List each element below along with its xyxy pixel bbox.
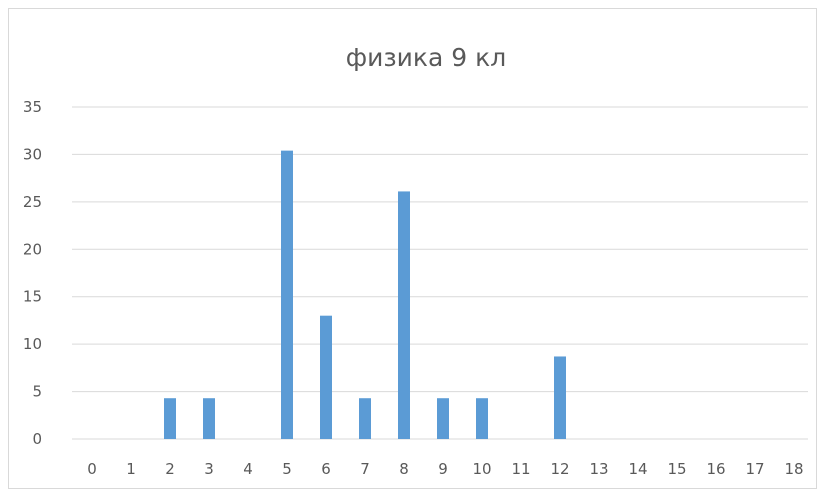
bar (476, 398, 488, 439)
x-tick-label: 11 (511, 460, 530, 478)
x-tick-label: 8 (399, 460, 409, 478)
y-tick-label: 25 (23, 193, 42, 211)
bars (164, 150, 566, 440)
y-tick-label: 10 (23, 335, 42, 353)
x-tick-label: 9 (438, 460, 448, 478)
x-tick-label: 7 (360, 460, 370, 478)
y-tick-label: 5 (32, 383, 42, 401)
bar (359, 398, 371, 439)
y-tick-label: 0 (32, 430, 42, 448)
x-tick-label: 13 (589, 460, 608, 478)
chart-title: физика 9 кл (346, 43, 506, 72)
bar (398, 191, 410, 439)
bar (281, 150, 293, 440)
y-tick-label: 30 (23, 145, 42, 163)
x-tick-label: 4 (243, 460, 253, 478)
chart-container (8, 8, 817, 489)
x-tick-label: 6 (321, 460, 331, 478)
x-tick-label: 1 (126, 460, 136, 478)
x-tick-label: 15 (667, 460, 686, 478)
y-axis-ticks: 0 5 10 15 20 25 30 35 (23, 98, 42, 448)
x-tick-label: 18 (784, 460, 803, 478)
x-tick-label: 2 (165, 460, 175, 478)
x-tick-label: 5 (282, 460, 292, 478)
x-tick-label: 17 (745, 460, 764, 478)
gridlines (72, 106, 808, 440)
y-tick-label: 15 (23, 288, 42, 306)
x-tick-label: 0 (87, 460, 97, 478)
bar (437, 398, 449, 439)
x-tick-label: 14 (628, 460, 647, 478)
y-tick-label: 20 (23, 240, 42, 258)
x-tick-label: 3 (204, 460, 214, 478)
bar (203, 398, 215, 439)
y-tick-label: 35 (23, 98, 42, 116)
x-axis-ticks: 0 1 2 3 4 5 6 7 8 9 10 11 12 13 14 15 16 17 18 (87, 460, 803, 478)
bar (164, 398, 176, 439)
bar (554, 356, 566, 439)
x-tick-label: 10 (472, 460, 491, 478)
x-tick-label: 16 (706, 460, 725, 478)
x-tick-label: 12 (550, 460, 569, 478)
bar (320, 315, 332, 439)
